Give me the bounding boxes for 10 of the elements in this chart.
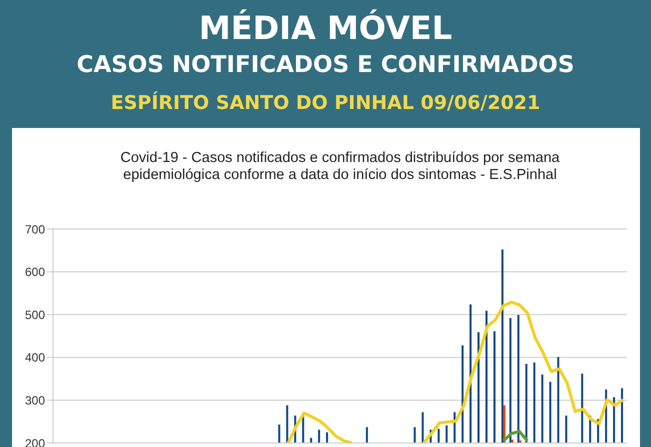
y-tick-label: 400 (24, 350, 46, 365)
text: Covid-19 - Casos notificados e confirmados distribuídos por semana epidemiológica conforme a data do início dos sintomas - E.S.Pinhal (119, 150, 561, 184)
y-tick-label: 600 (24, 265, 46, 280)
y-tick-label: 700 (24, 222, 46, 236)
y-tick-label: 500 (24, 308, 46, 322)
chart-subtitle: CASOS NOTIFICADOS E CONFIRMADOS (76, 51, 576, 80)
chart-title: MÉDIA MÓVEL (198, 8, 454, 48)
y-tick-label: 300 (24, 393, 46, 408)
text: ESPÍRITO SANTO DO PINHAL 09/06/2021 (110, 90, 542, 116)
y-tick-label: 200 (24, 436, 46, 447)
